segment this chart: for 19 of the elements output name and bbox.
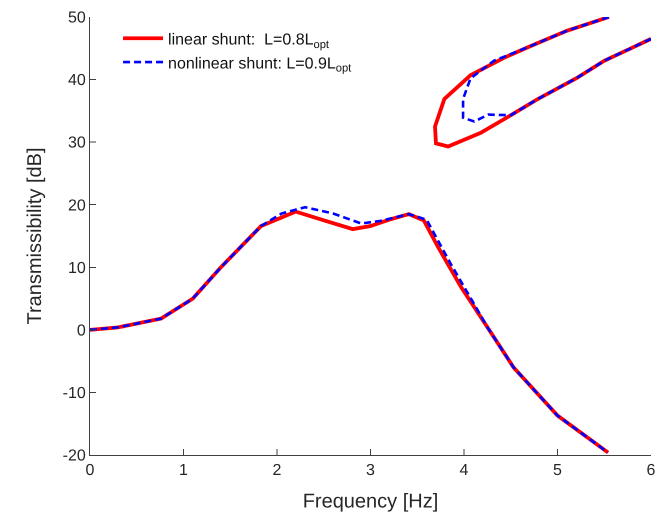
y-tick-label: 20 [68, 197, 86, 214]
x-tick-label: 1 [179, 462, 188, 480]
x-tick-label: 6 [646, 462, 656, 480]
x-tick-label: 3 [366, 462, 376, 480]
legend-label: linear shunt: L=0.8L$_{opt}$ [168, 32, 330, 51]
y-tick-label: 10 [68, 260, 86, 277]
y-tick-label: 50 [68, 10, 86, 27]
x-axis-title: Frequency [Hz] [302, 490, 438, 513]
x-tick-label: 4 [460, 462, 469, 480]
legend-label: nonlinear shunt: L=0.9L$_{opt}$ [168, 55, 352, 75]
y-tick-label: 30 [68, 134, 86, 152]
x-tick-label: 5 [553, 462, 562, 480]
y-tick-label: -20 [62, 448, 86, 465]
y-tick-label: 40 [68, 72, 86, 90]
x-tick-label: 2 [272, 462, 282, 480]
line-series [462, 17, 651, 123]
y-axis-title: Transmissibility [dB] [24, 147, 46, 325]
y-tick-label: -10 [62, 385, 86, 402]
y-tick-label: 0 [76, 322, 86, 340]
